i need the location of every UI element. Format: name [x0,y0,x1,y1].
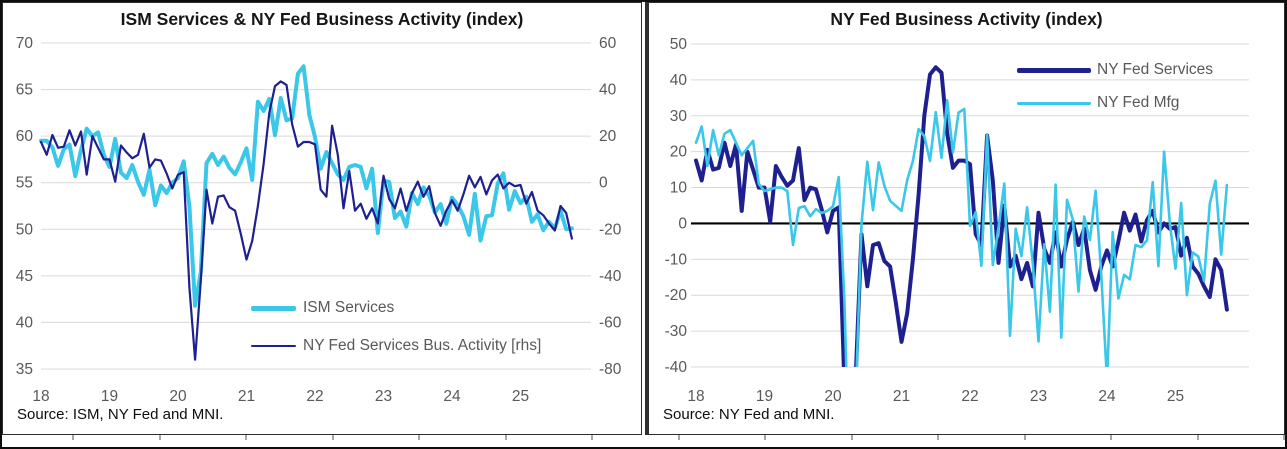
y-axis-label-right: 40 [599,82,617,99]
series-line-ny-fed-mfg [694,99,1229,367]
x-axis-label: 23 [1030,388,1047,405]
x-axis-label: 23 [375,388,392,405]
legend-line-ism-services [251,305,296,311]
y-axis-label-right: -80 [599,361,622,378]
y-axis-label-left: -30 [665,323,688,340]
y-axis-label-left: 40 [670,72,688,89]
y-axis-label-right: -20 [599,221,622,238]
chart-panels-row: 70 65 60 55 50 45 40 35 60 40 20 0 -20 -40 -60 -80 18 19 2… [2,2,1285,435]
chart-plot-1: 50 40 30 20 10 0 -10 -20 -30 -40 18 19 20 21 22 23 24 25 [665,36,1249,405]
y-axis-label-left: 35 [16,361,33,378]
legend-line-nyfed-services [1017,67,1091,73]
y-axis-label-right: 0 [599,175,608,192]
x-axis-label: 22 [306,388,323,405]
legend-line-nyfed-services-rhs [251,345,296,347]
legend-label-nyfed-services: NY Fed Services [1097,61,1214,78]
bottom-tick [1023,435,1026,440]
legend-left-chart: ISM Services NY Fed Services Bus. Activi… [251,295,541,371]
series-line-ny-fed-services [694,65,1229,367]
legend-item-nyfed-services: NY Fed Services [1017,57,1213,83]
y-axis-label-left: 60 [16,128,34,145]
y-axis-label-left: 55 [16,175,33,192]
y-axis-label-left: 65 [16,82,33,99]
y-axis-label-left: 45 [16,268,33,285]
chart-panel-right: 50 40 30 20 10 0 -10 -20 -30 -40 18 19 20 21 22 23 24 25 … [645,2,1285,435]
bottom-tick [504,435,507,440]
legend-label-nyfed-services-rhs: NY Fed Services Bus. Activity [rhs] [303,337,542,354]
x-axis-label: 19 [756,388,773,405]
legend-label-nyfed-mfg: NY Fed Mfg [1097,94,1180,111]
x-axis-label: 18 [687,388,704,405]
x-axis-label: 20 [824,388,842,405]
chart-title-right: NY Fed Business Activity (index) [830,9,1103,29]
bottom-tick [677,435,680,440]
bottom-tick [764,435,766,440]
x-axis-label: 18 [32,388,49,405]
x-axis-label: 20 [169,388,187,405]
x-axis-label: 21 [238,388,255,405]
y-axis-label-right: 20 [599,128,617,145]
bottom-tick [331,435,334,440]
x-axis-label: 19 [101,388,118,405]
y-axis-label-left: 30 [670,108,688,125]
x-axis-label: 24 [443,388,461,405]
y-axis-label-left: 20 [670,144,688,161]
x-axis-label: 22 [961,388,978,405]
y-axis-label-right: 60 [599,35,617,52]
bottom-tick [937,435,939,440]
y-axis-label-left: -20 [665,287,688,304]
y-axis-label-right: -40 [599,268,622,285]
bottom-tick [1196,435,1199,440]
chart-plot-0: 70 65 60 55 50 45 40 35 60 40 20 0 -20 -40 -60 -80 18 19 2… [16,35,622,405]
x-axis-label: 24 [1098,388,1116,405]
legend-item-nyfed-mfg: NY Fed Mfg [1017,90,1213,116]
bottom-tick [158,435,161,440]
legend-right-chart: NY Fed Services NY Fed Mfg [1017,57,1213,123]
series-group [39,64,574,361]
legend-item-nyfed-services-rhs: NY Fed Services Bus. Activity [rhs] [251,333,541,359]
bottom-tick-strip [2,435,1285,447]
y-axis-label-left: 50 [670,36,688,53]
y-axis-label-left: -10 [665,251,688,268]
chart-panel-left: 70 65 60 55 50 45 40 35 60 40 20 0 -20 -40 -60 -80 18 19 2… [2,2,642,435]
x-axis-label: 25 [1167,388,1184,405]
bottom-tick [1283,435,1285,440]
x-axis-label: 25 [512,388,529,405]
y-axis-label-left: 10 [670,180,688,197]
bottom-tick [1110,435,1112,440]
y-axis-label-left: -40 [665,359,688,376]
series-group [694,65,1229,367]
source-note-left: Source: ISM, NY Fed and MNI. [17,406,224,423]
bottom-tick [245,435,247,440]
series-line-ism-services [39,64,574,308]
bottom-tick [591,435,593,440]
y-axis-label-left: 50 [16,221,34,238]
bottom-tick [72,435,74,440]
y-axis-label-left: 40 [16,314,34,331]
source-note-right: Source: NY Fed and MNI. [663,406,835,423]
y-axis-label-left: 0 [678,215,687,232]
x-axis-label: 21 [893,388,910,405]
chart-title-left: ISM Services & NY Fed Business Activity … [120,9,524,29]
legend-item-ism-services: ISM Services [251,295,541,321]
legend-label-ism-services: ISM Services [303,299,395,316]
y-axis-label-right: -60 [599,314,622,331]
legend-line-nyfed-mfg [1017,101,1091,105]
bottom-tick [850,435,853,440]
series-line-ny-fed-services-bus-activity-rhs- [39,80,574,361]
y-axis-label-left: 70 [16,35,34,52]
bottom-tick [418,435,420,440]
